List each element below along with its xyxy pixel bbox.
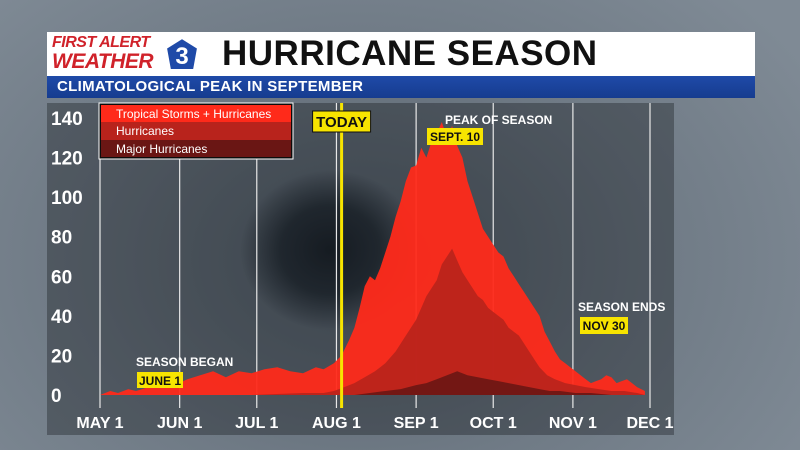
legend-swatch-major — [101, 140, 291, 157]
x-axis-ticks: MAY 1 JUN 1 JUL 1 AUG 1 SEP 1 OCT 1 NOV 1 DEC 1 — [76, 415, 673, 432]
y-tick-label: 60 — [51, 267, 72, 288]
area-major-hurricanes — [100, 371, 645, 395]
x-tick-label: DEC 1 — [626, 415, 673, 432]
page-subtitle: CLIMATOLOGICAL PEAK IN SEPTEMBER — [57, 78, 364, 95]
logo-badge-icon: 3 — [165, 37, 199, 71]
page-title: HURRICANE SEASON — [222, 34, 598, 73]
title-bar — [47, 32, 755, 76]
logo-line-1: FIRST ALERT — [52, 34, 150, 51]
x-tick-label: AUG 1 — [312, 415, 361, 432]
area-hurricanes — [100, 248, 645, 395]
season-ends-tag — [580, 317, 628, 334]
legend-swatch-tropical — [101, 105, 291, 122]
legend-label-major: Major Hurricanes — [116, 142, 207, 156]
area-tropical-storms-hurricanes — [100, 122, 645, 395]
legend-label-tropical: Tropical Storms + Hurricanes — [116, 107, 271, 121]
x-tick-label: SEP 1 — [394, 415, 439, 432]
y-tick-label: 120 — [51, 149, 83, 170]
x-tick-label: MAY 1 — [76, 415, 123, 432]
peak-label: PEAK OF SEASON — [445, 113, 552, 127]
season-ends-label: SEASON ENDS — [578, 300, 665, 314]
logo-line-2: WEATHER — [52, 50, 154, 73]
y-tick-label: 0 — [51, 386, 62, 407]
y-tick-label: 20 — [51, 346, 72, 367]
x-tick-label: JUN 1 — [157, 415, 202, 432]
y-tick-label: 80 — [51, 228, 72, 249]
season-began-label: SEASON BEGAN — [136, 355, 233, 369]
legend: Tropical Storms + Hurricanes Hurricanes … — [98, 102, 294, 160]
station-logo: FIRST ALERT WEATHER 3 — [52, 34, 202, 73]
today-tag — [312, 110, 372, 133]
logo-number: 3 — [175, 43, 188, 70]
x-tick-label: OCT 1 — [470, 415, 517, 432]
x-tick-label: NOV 1 — [549, 415, 597, 432]
y-tick-label: 140 — [51, 109, 83, 130]
peak-tag — [427, 128, 483, 145]
y-axis-ticks: 0 20 40 60 80 100 120 140 — [51, 109, 83, 407]
season-began-tag — [137, 372, 183, 388]
subtitle-bar — [47, 76, 755, 98]
series-areas — [100, 122, 645, 395]
y-tick-label: 40 — [51, 307, 72, 328]
y-tick-label: 100 — [51, 188, 83, 209]
peak-date: SEPT. 10 — [430, 130, 480, 144]
legend-swatch-hurricanes — [101, 122, 291, 140]
x-tick-label: JUL 1 — [235, 415, 278, 432]
season-began-date: JUNE 1 — [139, 374, 181, 388]
legend-label-hurricanes: Hurricanes — [116, 124, 174, 138]
season-ends-date: NOV 30 — [583, 319, 626, 333]
today-label: TODAY — [316, 114, 367, 131]
